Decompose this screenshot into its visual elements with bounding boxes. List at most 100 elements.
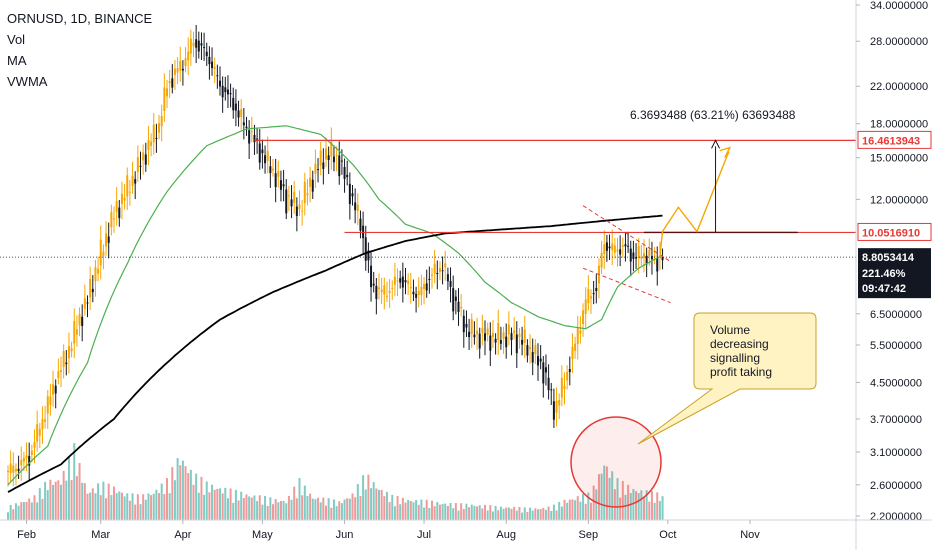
legend: ORNUSD, 1D, BINANCE Vol MA VWMA [7,8,152,92]
candle-body [166,88,168,97]
candle-body [303,181,306,204]
candle-body [22,457,25,462]
legend-vwma[interactable]: VWMA [7,74,48,89]
callout-text: profit taking [710,365,772,379]
candle-body [211,61,214,69]
candle-body [643,253,645,258]
candle-body [120,193,123,204]
candle-body [14,468,17,472]
legend-symbol[interactable]: ORNUSD, 1D, BINANCE [7,11,153,26]
volume-bar [481,508,484,520]
candle-body [359,218,362,231]
volume-bar [322,497,325,520]
candle-body [629,248,632,262]
volume-bar [523,507,526,520]
candle-body [656,257,659,272]
candle-body [102,251,105,257]
volume-bar [30,502,33,520]
volume-bar [653,502,656,520]
volume-bar [454,503,457,520]
candle-body [123,198,126,201]
candle-body [624,244,627,247]
candle-body [311,179,314,192]
volume-bar [433,506,436,520]
volume-bar [97,483,100,520]
projection-arrow-head [719,146,732,158]
candle-body [234,103,237,111]
volume-bar [219,488,221,520]
volume-bar [62,470,65,520]
volume-bar [163,494,166,520]
volume-bar [25,501,28,520]
volume-bar [600,473,603,520]
candle-body [176,68,179,73]
volume-bar [412,502,415,520]
candle-body [9,463,12,474]
volume-bar [399,504,402,520]
candle-body [126,175,129,197]
volume-bar [648,501,651,520]
volume-bar [9,504,12,520]
volume-bar [155,489,158,520]
candle-body [197,40,200,52]
callout-text: Volume [710,323,750,337]
volume-bar [518,506,521,520]
candle-body [428,278,431,280]
volume-bar [208,492,211,520]
candle-body [52,384,55,395]
candle-body [571,346,574,360]
candle-body [505,336,508,348]
volume-bar [229,488,232,520]
candle-body [348,183,351,205]
volume-bar [494,505,497,520]
volume-bar [560,506,563,520]
legend-ma[interactable]: MA [7,53,27,68]
volume-bar [49,479,52,520]
legend-vol[interactable]: Vol [7,32,26,47]
candle-body [144,154,147,165]
volume-bar [393,506,396,520]
candle-body [552,401,555,420]
volume-bar [41,498,44,520]
volume-bar [232,502,235,520]
volume-bar [314,499,317,520]
volume-bar [211,484,214,520]
volume-bar [306,496,309,520]
volume-bar [266,506,269,520]
volume-bar [637,493,640,520]
volume-bar [160,483,163,520]
candle-body [404,280,407,283]
volume-bar [462,509,465,520]
volume-bar [650,490,653,520]
candle-body [65,362,68,365]
volume-bar [248,496,251,520]
y-tick-label: 34.0000000 [870,0,928,12]
volume-bar [542,507,545,520]
volume-bar [120,492,123,520]
candle-body [544,367,547,373]
candle-body [539,358,542,362]
volume-bar [425,499,428,520]
candle-body [444,263,447,268]
volume-bar [388,502,391,520]
y-tick-label: 4.5000000 [870,377,922,389]
volume-bar [242,498,245,520]
candle-body [75,329,78,335]
candle-body [484,333,486,341]
volume-bar [338,501,341,520]
y-tick-label: 15.0000000 [870,153,928,165]
volume-bar [94,493,97,520]
callout-text: signalling [710,351,760,365]
candle-body [44,419,47,422]
candle-body [237,110,240,118]
candle-body [356,204,359,212]
candle-body [46,396,49,414]
volume-bar [499,506,502,520]
tag-resistance-mid-border [857,222,932,241]
volume-bar [632,488,635,520]
volume-bar [205,481,208,520]
volume-bar [491,511,494,520]
volume-bar [661,496,664,520]
volume-bar [250,497,253,520]
